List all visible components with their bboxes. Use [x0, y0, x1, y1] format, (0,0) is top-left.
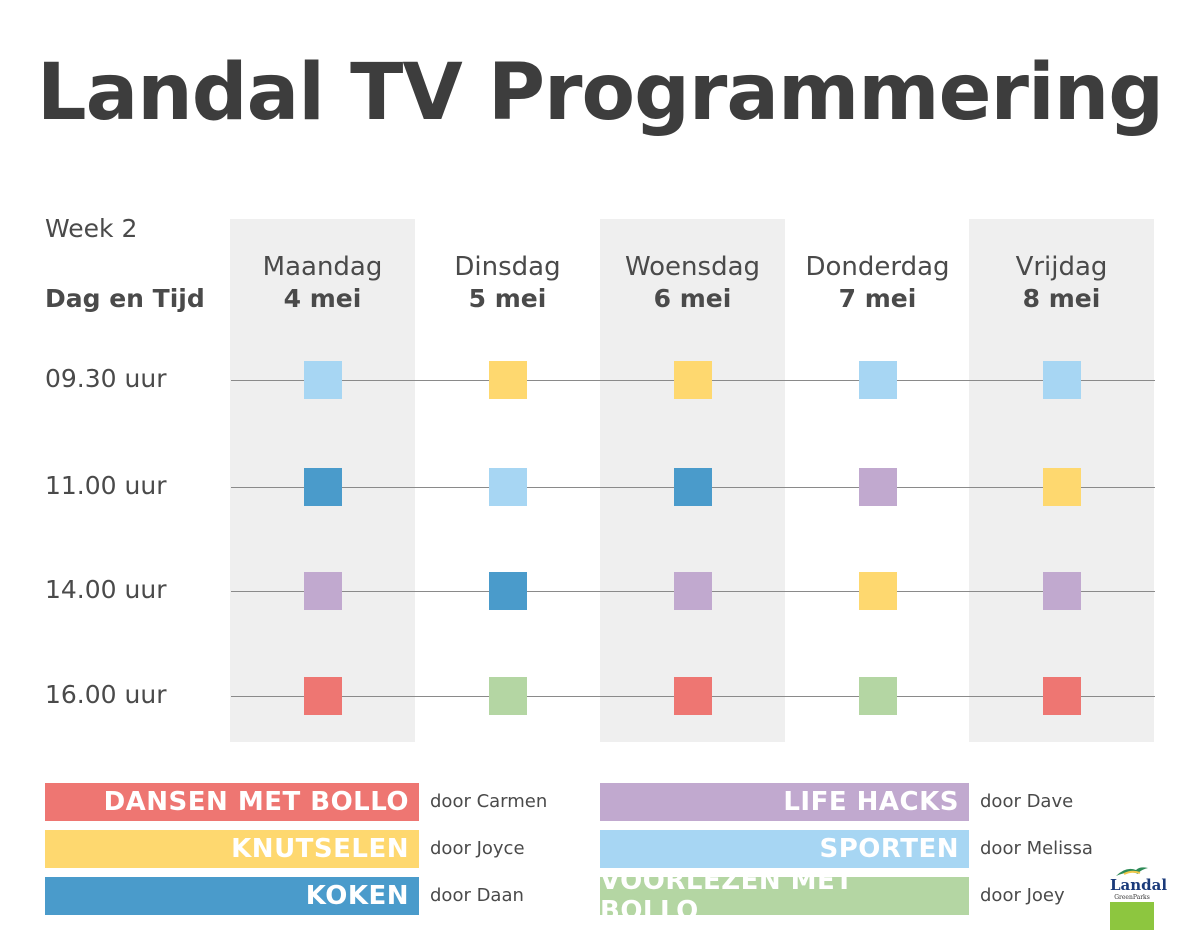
day-date: 4 mei	[283, 284, 362, 313]
program-slot-koken	[673, 468, 712, 506]
logo-text: Landal	[1110, 876, 1168, 894]
day-date: 5 mei	[468, 284, 547, 313]
program-slot-knutselen	[673, 361, 712, 399]
time-label: 14.00 uur	[45, 575, 167, 604]
legend-host: door Joyce	[430, 838, 525, 859]
program-slot-knutselen	[1042, 468, 1081, 506]
program-slot-sporten	[488, 468, 527, 506]
program-slot-knutselen	[488, 361, 527, 399]
program-slot-sporten	[303, 361, 342, 399]
day-name: Dinsdag	[454, 252, 561, 282]
day-date: 8 mei	[1022, 284, 1101, 313]
program-slot-sporten	[858, 361, 897, 399]
day-name: Vrijdag	[1015, 252, 1108, 282]
landal-bird-icon	[1116, 867, 1148, 876]
day-time-label: Dag en Tijd	[45, 284, 205, 313]
program-slot-life-hacks	[1042, 572, 1081, 610]
program-slot-voorlezen	[488, 677, 527, 715]
legend-host: door Joey	[980, 885, 1065, 906]
day-name: Donderdag	[805, 252, 950, 282]
legend-bar-voorlezen: VOORLEZEN MET BOLLO	[600, 866, 969, 926]
day-header: Dinsdag 5 mei	[415, 250, 600, 314]
day-name: Maandag	[262, 252, 383, 282]
day-header: Maandag 4 mei	[230, 250, 415, 314]
time-label: 16.00 uur	[45, 680, 167, 709]
day-date: 7 mei	[838, 284, 917, 313]
program-slot-sporten	[1042, 361, 1081, 399]
legend-bar-sporten: SPORTEN	[600, 830, 969, 868]
program-slot-dansen	[673, 677, 712, 715]
program-slot-knutselen	[858, 572, 897, 610]
week-label: Week 2	[45, 214, 138, 243]
legend-host: door Daan	[430, 885, 524, 906]
day-header: Vrijdag 8 mei	[969, 250, 1154, 314]
logo-subtext: GreenParks	[1114, 894, 1150, 901]
day-header: Woensdag 6 mei	[600, 250, 785, 314]
time-label: 09.30 uur	[45, 364, 167, 393]
page-title: Landal TV Programmering	[36, 48, 1164, 138]
day-date: 6 mei	[653, 284, 732, 313]
legend-bar-dansen: DANSEN MET BOLLO	[45, 783, 419, 821]
program-slot-dansen	[303, 677, 342, 715]
program-slot-koken	[303, 468, 342, 506]
logo-green-block	[1110, 902, 1154, 930]
legend-host: door Carmen	[430, 791, 548, 812]
program-slot-life-hacks	[673, 572, 712, 610]
day-name: Woensdag	[624, 252, 761, 282]
legend-host: door Melissa	[980, 838, 1093, 859]
legend-bar-knutselen: KNUTSELEN	[45, 830, 419, 868]
program-slot-voorlezen	[858, 677, 897, 715]
legend-bar-life-hacks: LIFE HACKS	[600, 783, 969, 821]
day-header: Donderdag 7 mei	[785, 250, 970, 314]
legend-host: door Dave	[980, 791, 1074, 812]
time-label: 11.00 uur	[45, 471, 167, 500]
landal-logo-icon: Landal GreenParks	[1110, 864, 1168, 930]
legend-bar-koken: KOKEN	[45, 877, 419, 915]
program-slot-life-hacks	[303, 572, 342, 610]
program-slot-dansen	[1042, 677, 1081, 715]
program-slot-life-hacks	[858, 468, 897, 506]
program-slot-koken	[488, 572, 527, 610]
